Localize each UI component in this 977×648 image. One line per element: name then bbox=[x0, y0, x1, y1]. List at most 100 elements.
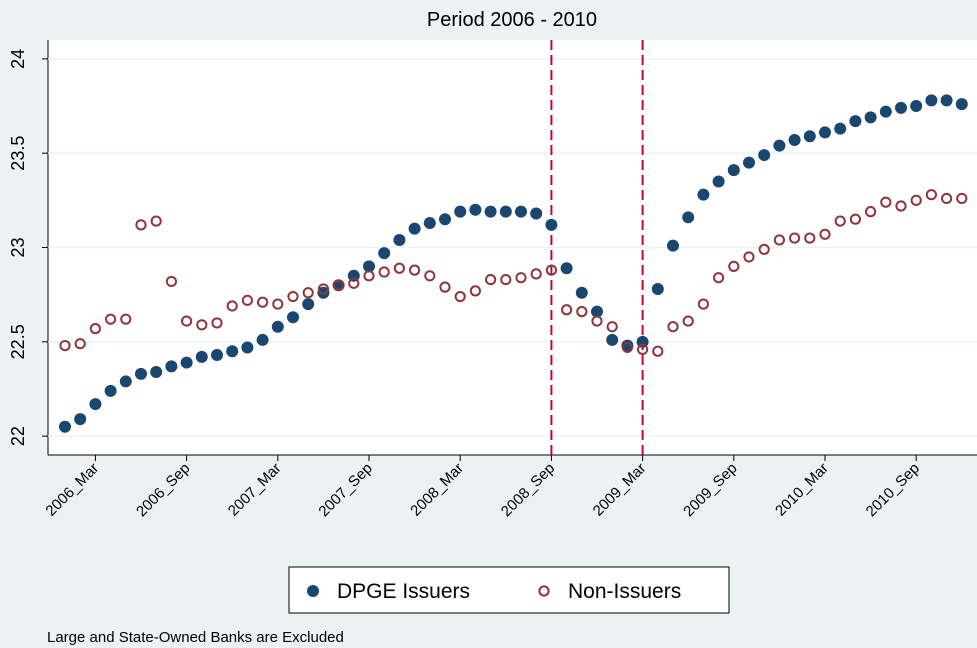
chart-title: Period 2006 - 2010 bbox=[427, 9, 597, 31]
y-tick-label: 23.5 bbox=[8, 136, 28, 171]
point bbox=[803, 130, 816, 143]
point bbox=[849, 213, 862, 225]
point bbox=[758, 149, 771, 162]
point bbox=[409, 264, 421, 276]
point bbox=[271, 320, 284, 333]
point bbox=[287, 290, 299, 303]
point bbox=[591, 305, 603, 318]
point bbox=[59, 420, 71, 433]
point bbox=[773, 139, 786, 152]
point bbox=[348, 277, 360, 289]
y-tick-label: 22.5 bbox=[8, 324, 28, 359]
point bbox=[257, 296, 269, 308]
point bbox=[941, 192, 953, 205]
point bbox=[576, 306, 588, 318]
point bbox=[895, 200, 907, 212]
point bbox=[575, 286, 588, 299]
point bbox=[119, 375, 132, 388]
point bbox=[561, 304, 573, 316]
point bbox=[165, 360, 178, 373]
point bbox=[727, 164, 740, 177]
point bbox=[713, 272, 725, 284]
point bbox=[226, 345, 239, 358]
point bbox=[530, 207, 543, 220]
point bbox=[135, 219, 147, 231]
point bbox=[834, 122, 847, 135]
y-tick-label: 23 bbox=[8, 237, 28, 257]
point bbox=[500, 273, 512, 286]
point bbox=[105, 313, 117, 325]
point bbox=[697, 188, 710, 201]
point bbox=[849, 115, 862, 128]
point bbox=[682, 315, 694, 327]
point bbox=[834, 215, 846, 227]
point bbox=[865, 206, 877, 218]
point bbox=[956, 192, 968, 205]
point bbox=[773, 234, 786, 246]
point bbox=[545, 264, 558, 276]
point bbox=[135, 367, 147, 380]
point bbox=[74, 413, 87, 426]
point bbox=[819, 228, 831, 240]
legend-label: DPGE Issuers bbox=[337, 580, 470, 603]
point bbox=[515, 272, 527, 284]
point bbox=[74, 338, 86, 350]
point bbox=[560, 262, 573, 275]
point bbox=[439, 213, 451, 226]
point bbox=[758, 243, 770, 255]
point bbox=[59, 339, 71, 352]
point bbox=[302, 287, 314, 299]
point bbox=[439, 281, 451, 293]
point bbox=[150, 366, 163, 378]
point bbox=[89, 398, 102, 411]
point bbox=[819, 126, 831, 139]
point bbox=[940, 94, 953, 107]
point bbox=[363, 270, 375, 282]
y-tick-label: 24 bbox=[8, 49, 28, 69]
point bbox=[667, 239, 679, 252]
point bbox=[165, 275, 177, 288]
point bbox=[378, 247, 391, 260]
point bbox=[363, 260, 375, 273]
note: Large and State-Owned Banks are Excluded bbox=[47, 629, 344, 646]
point bbox=[333, 279, 345, 291]
point bbox=[895, 101, 907, 114]
point bbox=[211, 317, 223, 329]
point bbox=[423, 216, 436, 229]
point bbox=[667, 321, 679, 333]
point bbox=[454, 205, 467, 218]
point bbox=[864, 111, 877, 124]
point bbox=[697, 298, 710, 310]
point bbox=[591, 315, 603, 327]
point bbox=[469, 285, 481, 297]
point bbox=[621, 341, 634, 354]
point bbox=[606, 333, 619, 346]
point bbox=[393, 262, 405, 274]
point bbox=[879, 105, 892, 118]
point bbox=[925, 189, 938, 201]
point bbox=[195, 350, 208, 363]
legend-marker bbox=[307, 585, 319, 597]
point bbox=[196, 319, 208, 331]
point bbox=[515, 205, 527, 218]
point bbox=[499, 205, 512, 218]
point bbox=[545, 218, 558, 231]
point bbox=[652, 345, 664, 357]
point bbox=[272, 298, 284, 310]
point bbox=[651, 283, 664, 295]
point bbox=[637, 343, 649, 355]
point bbox=[317, 283, 329, 295]
point bbox=[606, 321, 618, 333]
point bbox=[287, 311, 299, 324]
y-tick-label: 22 bbox=[8, 426, 28, 446]
point bbox=[485, 273, 497, 286]
legend-label: Non-Issuers bbox=[568, 580, 681, 603]
point bbox=[104, 384, 117, 397]
legend-marker bbox=[538, 585, 550, 597]
point bbox=[910, 194, 922, 206]
point bbox=[682, 211, 695, 224]
point bbox=[408, 222, 421, 235]
point bbox=[530, 268, 542, 280]
point bbox=[181, 315, 193, 327]
